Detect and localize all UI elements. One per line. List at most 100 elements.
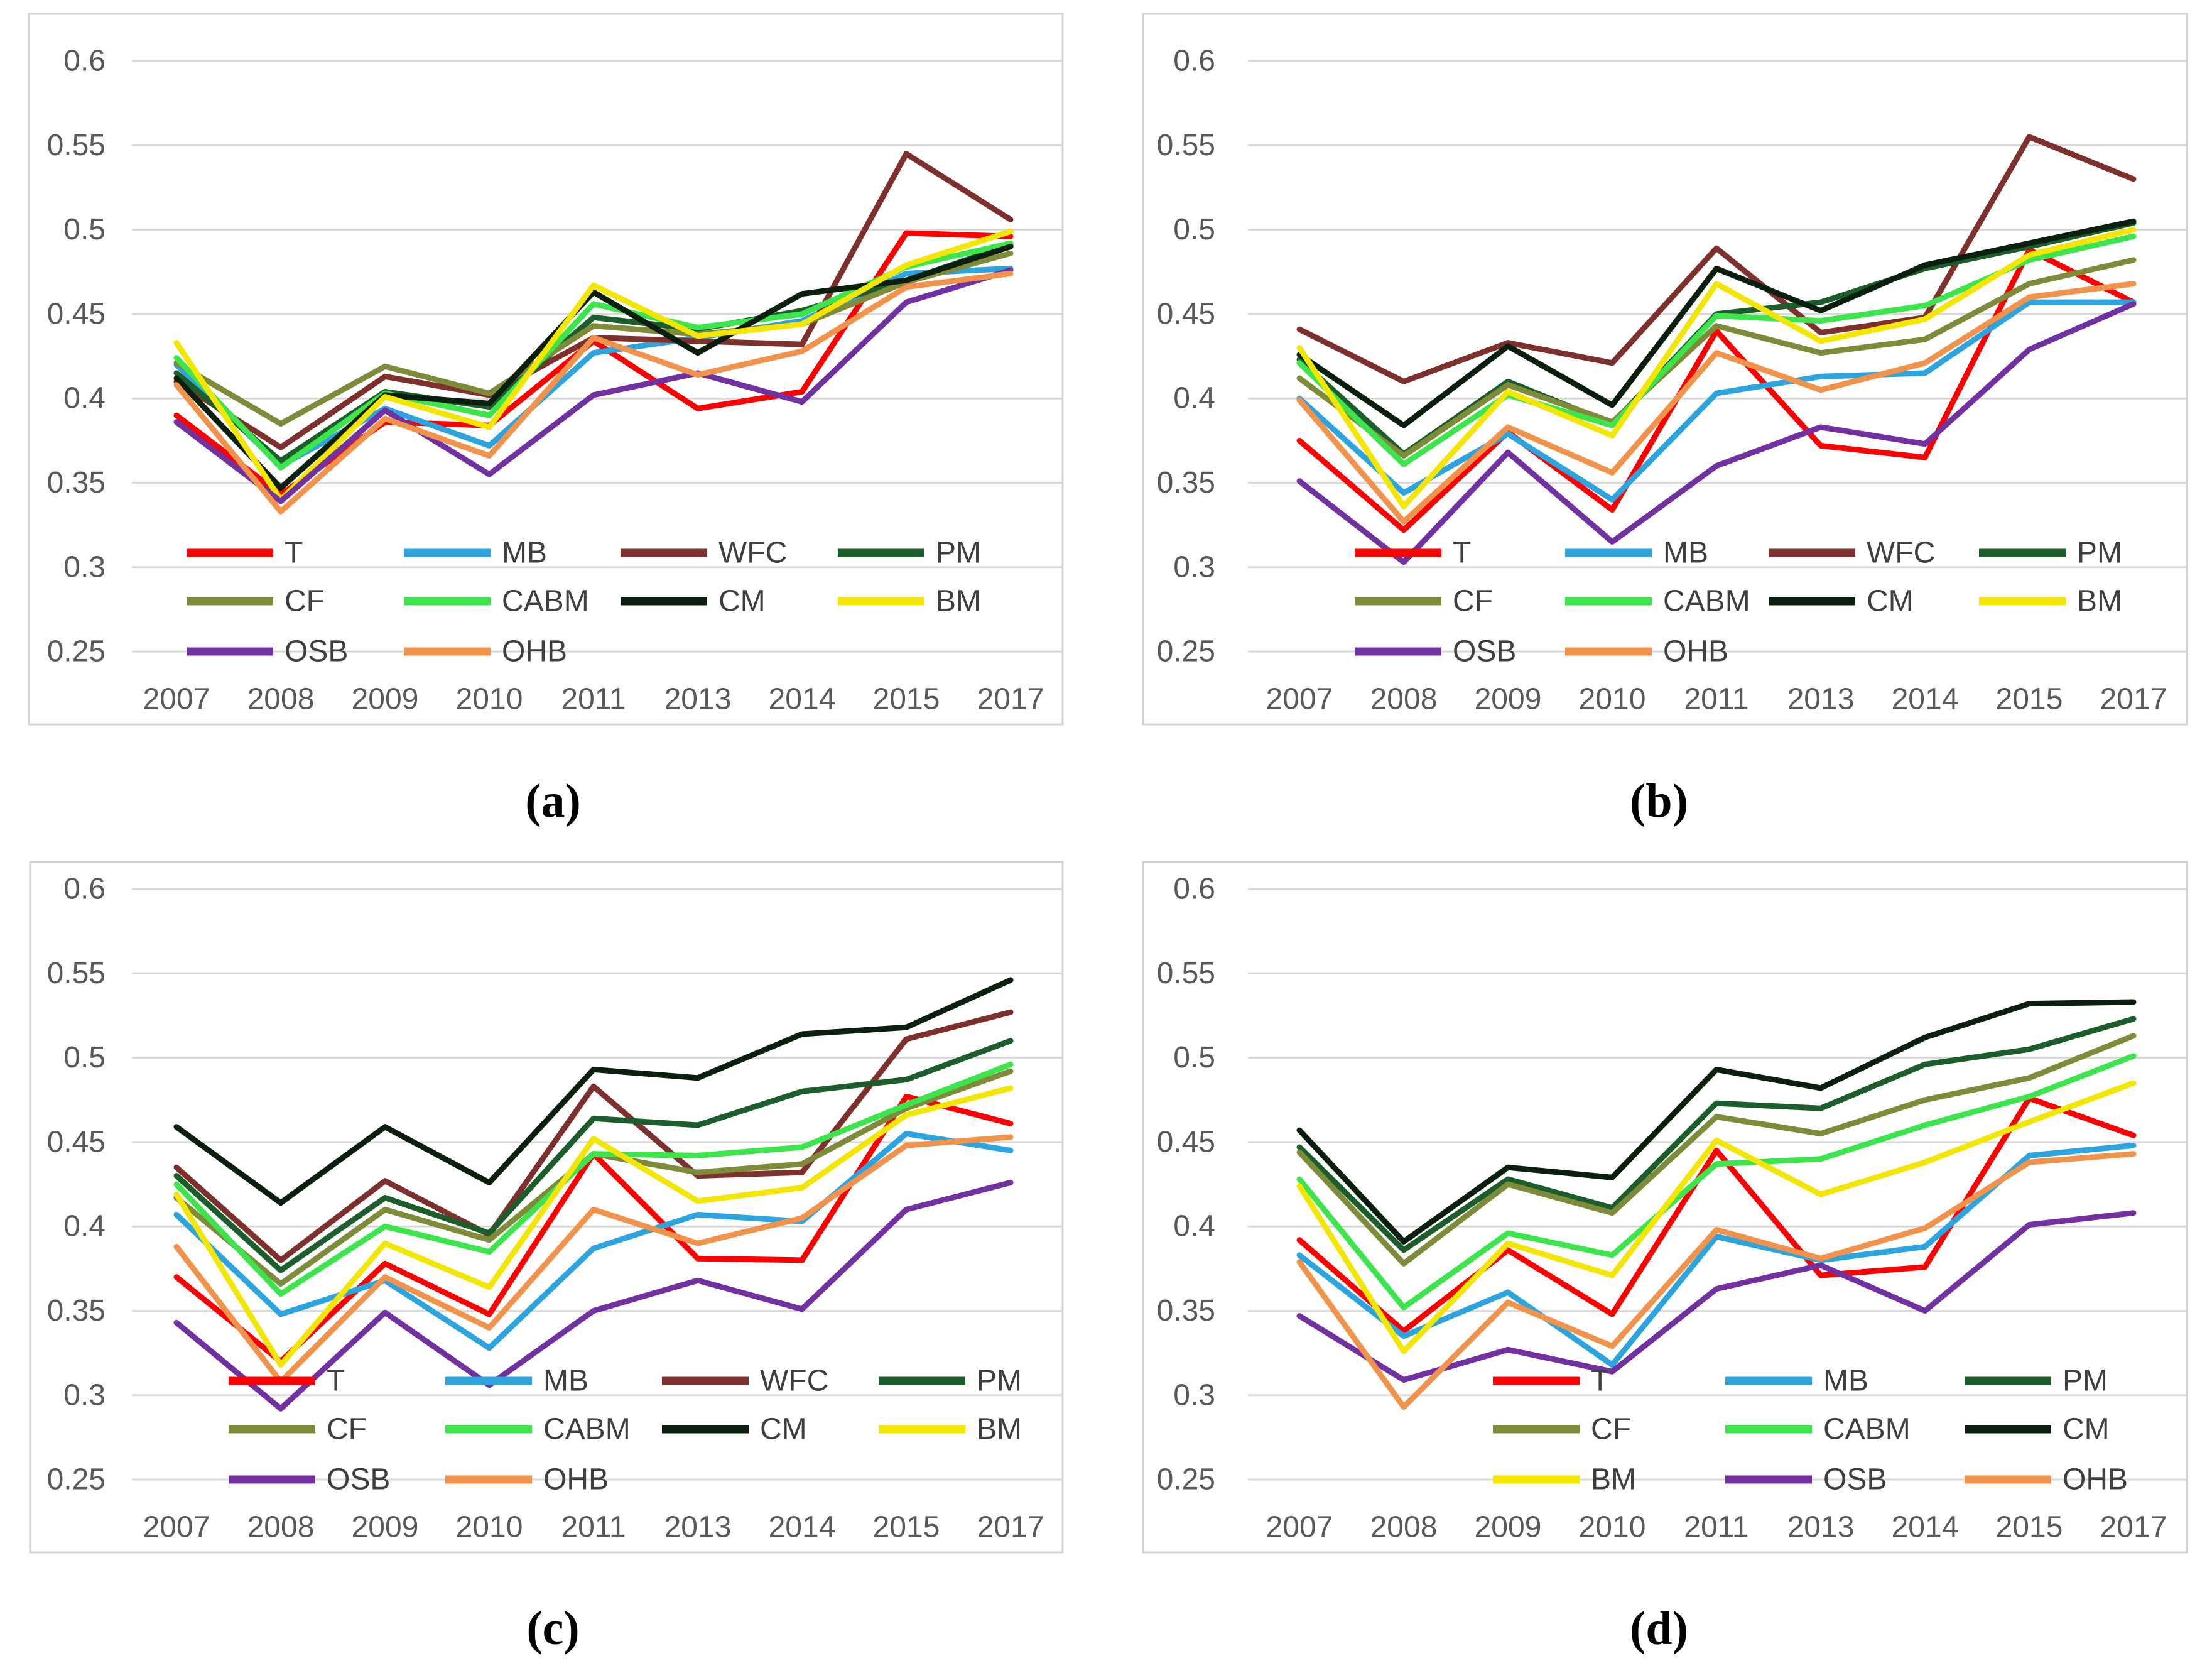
legend-item-PM: PM <box>838 537 981 570</box>
legend-item-MB: MB <box>445 1365 588 1398</box>
x-tick-2011: 2011 <box>1684 1511 1748 1544</box>
legend-item-OHB: OHB <box>404 635 567 668</box>
legend-label-T: T <box>327 1365 345 1398</box>
legend-label-PM: PM <box>977 1365 1022 1398</box>
x-tick-2017: 2017 <box>2100 683 2167 716</box>
series-line-MB <box>1296 299 2137 503</box>
legend-item-CF: CF <box>187 585 325 618</box>
legend-label-CM: CM <box>760 1413 807 1446</box>
series-line-OHB <box>1296 281 2137 525</box>
legend-item-BM: BM <box>879 1413 1022 1446</box>
series-line-CM <box>1296 999 2137 1245</box>
y-tick-0.45: 0.45 <box>1157 297 1215 330</box>
series-line-BM <box>1296 227 2137 510</box>
legend-label-OHB: OHB <box>1663 635 1728 668</box>
plot-border <box>28 13 1064 726</box>
legend-item-CABM: CABM <box>1725 1413 1911 1446</box>
legend-item-T: T <box>229 1365 345 1398</box>
x-tick-2014: 2014 <box>769 683 836 716</box>
series-line-OSB <box>173 1179 1014 1412</box>
plot-border <box>1142 13 2188 726</box>
x-tick-2014: 2014 <box>1892 683 1959 716</box>
y-tick-0.3: 0.3 <box>1173 1378 1215 1412</box>
series-line-OHB <box>173 1134 1014 1385</box>
x-tick-2008: 2008 <box>1370 683 1438 716</box>
y-tick-0.25: 0.25 <box>47 1463 106 1496</box>
series-line-PM <box>173 1038 1014 1273</box>
x-tick-2017: 2017 <box>977 683 1044 716</box>
legend-item-OHB: OHB <box>445 1463 609 1496</box>
x-tick-2011: 2011 <box>561 1511 626 1544</box>
x-tick-2009: 2009 <box>1475 683 1542 716</box>
y-tick-0.35: 0.35 <box>1157 466 1215 499</box>
y-tick-0.25: 0.25 <box>1157 1463 1215 1496</box>
legend-label-CABM: CABM <box>1823 1413 1911 1446</box>
legend-label-MB: MB <box>502 537 547 570</box>
series-line-CABM <box>173 1061 1014 1297</box>
x-tick-2015: 2015 <box>1996 683 2063 716</box>
legend-label-CF: CF <box>327 1413 367 1446</box>
legend-item-PM: PM <box>1979 537 2122 570</box>
legend-item-CF: CF <box>1355 585 1493 618</box>
legend-item-CF: CF <box>229 1413 367 1446</box>
series-line-CM <box>1296 218 2137 428</box>
series-line-CABM <box>1296 1053 2137 1311</box>
legend-label-MB: MB <box>1823 1365 1868 1398</box>
legend-item-CABM: CABM <box>404 585 589 618</box>
x-tick-2009: 2009 <box>352 1511 419 1544</box>
y-tick-0.35: 0.35 <box>1157 1294 1215 1327</box>
series-line-WFC <box>1296 134 2137 384</box>
series-line-MB <box>173 1131 1014 1351</box>
legend-label-PM: PM <box>2063 1365 2108 1398</box>
series-line-BM <box>173 1085 1014 1368</box>
caption-b: (b) <box>1630 775 1688 827</box>
series-line-PM <box>1296 220 2137 457</box>
legend-label-MB: MB <box>1663 537 1708 570</box>
y-tick-0.5: 0.5 <box>1173 1041 1215 1074</box>
y-tick-0.6: 0.6 <box>63 873 106 906</box>
y-tick-0.55: 0.55 <box>47 957 106 990</box>
legend-item-BM: BM <box>1979 585 2122 618</box>
legend-label-CM: CM <box>2063 1413 2110 1446</box>
y-tick-0.4: 0.4 <box>1173 1210 1215 1243</box>
legend-item-WFC: WFC <box>662 1365 828 1398</box>
x-tick-2008: 2008 <box>247 1511 315 1544</box>
legend-label-CM: CM <box>1867 585 1914 618</box>
series-line-PM <box>173 242 1014 464</box>
legend-item-OHB: OHB <box>1965 1463 2128 1496</box>
legend-item-PM: PM <box>879 1365 1022 1398</box>
y-tick-0.25: 0.25 <box>47 635 106 668</box>
legend-item-CF: CF <box>1493 1413 1631 1446</box>
x-tick-2017: 2017 <box>977 1511 1044 1544</box>
series-line-T <box>1296 1095 2137 1334</box>
x-tick-2010: 2010 <box>456 1511 523 1544</box>
chart-d: 0.6 0.55 0.5 0.45 0.4 0.35 0.3 0.25 2007 2008 2009… <box>1142 861 2188 1554</box>
legend-item-MB: MB <box>404 537 547 570</box>
x-tick-2015: 2015 <box>873 1511 940 1544</box>
legend-item-BM: BM <box>838 585 981 618</box>
legend-item-CM: CM <box>621 585 766 618</box>
caption-c: (c) <box>526 1602 580 1655</box>
y-tick-0.4: 0.4 <box>63 382 106 415</box>
legend-label-WFC: WFC <box>718 537 787 570</box>
legend-label-CM: CM <box>718 585 766 618</box>
caption-a: (a) <box>525 775 581 827</box>
plot-border <box>29 861 1064 1554</box>
legend-label-T: T <box>285 537 303 570</box>
x-tick-2015: 2015 <box>1996 1511 2063 1544</box>
chart-b: 0.6 0.55 0.5 0.45 0.4 0.35 0.3 0.25 2007 2008 2009… <box>1142 13 2188 726</box>
legend-label-OSB: OSB <box>1823 1463 1887 1496</box>
legend-item-MB: MB <box>1565 537 1708 570</box>
y-tick-0.45: 0.45 <box>1157 1125 1215 1158</box>
x-tick-2013: 2013 <box>1787 1511 1855 1544</box>
legend-label-OSB: OSB <box>285 635 348 668</box>
y-tick-0.5: 0.5 <box>63 213 106 246</box>
x-tick-2014: 2014 <box>1892 1511 1959 1544</box>
series-line-OHB <box>173 270 1014 515</box>
legend-label-OHB: OHB <box>502 635 567 668</box>
legend-item-T: T <box>1355 537 1471 570</box>
panel-b: 0.6 0.55 0.5 0.45 0.4 0.35 0.3 0.25 2007 2008 2009… <box>1106 0 2212 836</box>
series-line-CF <box>1296 1033 2137 1267</box>
plot-border <box>1142 861 2188 1554</box>
legend-label-BM: BM <box>977 1413 1022 1446</box>
